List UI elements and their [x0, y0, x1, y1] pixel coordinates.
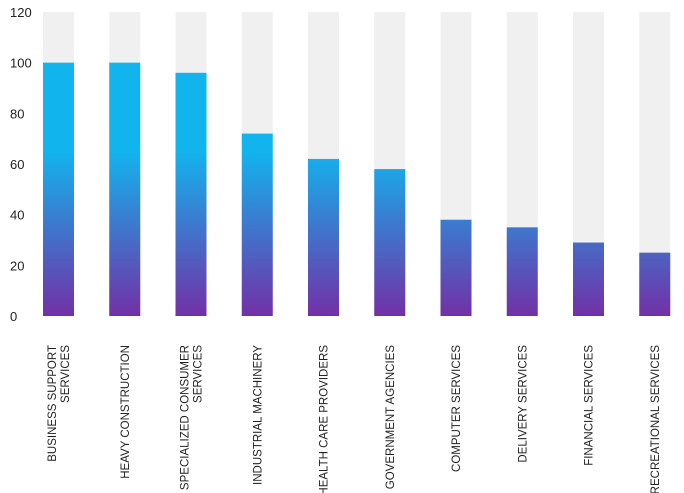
y-tick-label: 100 [10, 56, 32, 71]
bar [43, 62, 74, 316]
x-tick-label: FINANCIAL SERVICES [584, 345, 596, 466]
y-tick-label: 0 [10, 309, 17, 324]
value-bars [43, 62, 671, 316]
y-tick-label: 120 [10, 5, 32, 20]
x-tick-label: RECREATIONAL SERVICES [650, 345, 662, 493]
x-tick-label: DELIVERY SERVICES [517, 345, 529, 463]
y-axis-ticks: 0 20 40 60 80 100 120 [10, 5, 32, 324]
bar [639, 252, 671, 316]
bar [308, 158, 339, 316]
y-tick-label: 60 [10, 157, 24, 172]
bar [241, 133, 273, 316]
x-tick-label: COMPUTER SERVICES [451, 345, 463, 472]
y-tick-label: 20 [10, 258, 24, 273]
x-tick-label: HEAVY CONSTRUCTION [120, 345, 132, 479]
y-tick-label: 40 [10, 208, 24, 223]
bar [374, 169, 406, 316]
bar [573, 242, 604, 316]
x-axis-labels: BUSINESS SUPPORTSERVICES HEAVY CONSTRUCTI… [47, 345, 662, 493]
x-tick-label: INDUSTRIAL MACHINERY [252, 345, 264, 485]
bar [175, 72, 207, 316]
x-tick-label: BUSINESS SUPPORTSERVICES [47, 345, 72, 462]
x-tick-label: GOVERNMENT AGENCIES [385, 345, 397, 490]
bar [440, 219, 472, 316]
y-tick-label: 80 [10, 106, 24, 121]
bar [109, 62, 141, 316]
x-tick-label: HEALTH CARE PROVIDERS [319, 345, 331, 493]
bar [506, 227, 538, 316]
x-tick-label: SPECIALIZED CONSUMERSERVICES [180, 345, 205, 490]
